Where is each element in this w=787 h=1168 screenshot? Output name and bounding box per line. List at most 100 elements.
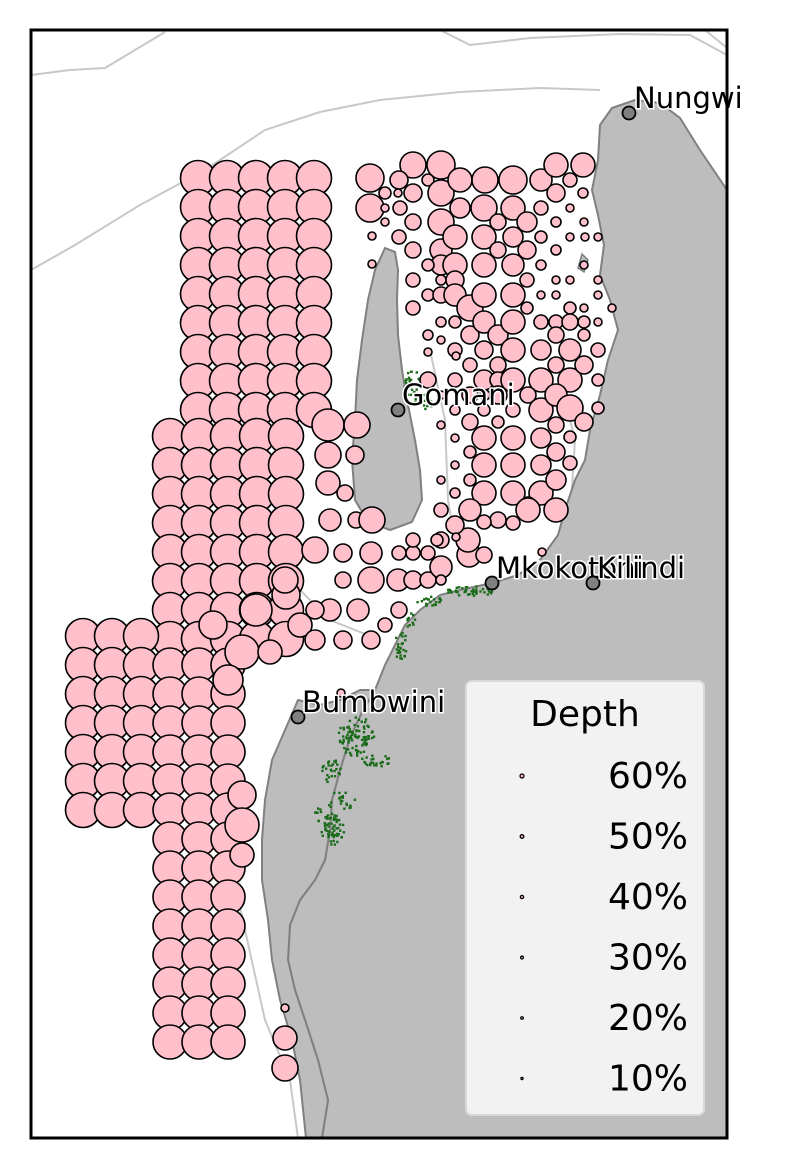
depth-bubble (533, 200, 549, 216)
depth-bubble (500, 367, 526, 393)
depth-bubble (530, 454, 552, 476)
seagrass-dot (356, 725, 360, 728)
seagrass-dot (410, 612, 413, 615)
seagrass-dot (430, 405, 433, 408)
seagrass-dot (417, 393, 420, 396)
seagrass-dot (370, 731, 374, 734)
seagrass-dot (327, 833, 331, 837)
depth-bubble (426, 150, 456, 180)
depth-bubble (471, 425, 497, 451)
seagrass-dot (399, 650, 402, 654)
seagrass-dot (471, 592, 474, 596)
seagrass-dot (341, 796, 344, 799)
seagrass-dot (396, 651, 399, 654)
seagrass-dot (351, 731, 354, 735)
seagrass-dot (325, 817, 329, 820)
depth-bubble (534, 230, 548, 244)
depth-bubble (198, 610, 228, 640)
depth-bubble (471, 224, 497, 250)
seagrass-dot (329, 840, 333, 843)
seagrass-dot (327, 830, 330, 833)
depth-bubble (427, 179, 455, 207)
seagrass-dot (338, 739, 342, 742)
seagrass-dot (417, 377, 420, 380)
seagrass-dot (357, 735, 361, 738)
seagrass-dot (344, 751, 348, 754)
seagrass-dot (470, 590, 473, 593)
depth-bubble (501, 253, 525, 277)
seagrass-dot (333, 769, 336, 773)
seagrass-dot (348, 806, 351, 810)
seagrass-dot (414, 382, 418, 385)
seagrass-dot (336, 840, 339, 844)
depth-bubble (579, 303, 589, 313)
seagrass-dot (347, 725, 350, 728)
depth-bubble (239, 593, 273, 627)
seagrass-dot (364, 718, 368, 721)
legend-items: 60% 50% 40% 30% 20% 10% (519, 756, 688, 1100)
depth-bubble (593, 275, 603, 285)
seagrass-dot (356, 752, 359, 755)
seagrass-dot (362, 742, 366, 745)
seagrass-dot (362, 725, 366, 728)
seagrass-dot (429, 600, 432, 604)
seagrass-dot (333, 824, 336, 827)
seagrass-dot (324, 828, 327, 832)
seagrass-dot (334, 761, 337, 764)
seagrass-dot (342, 728, 345, 731)
depth-bubble (445, 515, 465, 535)
depth-bubble (447, 372, 463, 388)
depth-bubble (449, 197, 471, 219)
seagrass-dot (339, 802, 343, 805)
seagrass-dot (375, 762, 378, 765)
depth-bubble (489, 213, 507, 231)
seagrass-dot (415, 371, 418, 374)
legend-marker (519, 773, 525, 779)
seagrass-dot (354, 733, 357, 736)
seagrass-dot (347, 748, 350, 751)
seagrass-dot (405, 387, 409, 391)
seagrass-dot (422, 393, 425, 397)
seagrass-dot (329, 816, 332, 820)
depth-bubble (229, 842, 255, 868)
seagrass-dot (329, 805, 332, 809)
seagrass-dot (404, 380, 407, 383)
depth-bubble (491, 415, 505, 429)
depth-bubble (359, 541, 383, 565)
depth-bubble (533, 314, 549, 330)
depth-bubble (357, 566, 385, 594)
seagrass-dot (402, 648, 405, 652)
seagrass-dot (338, 797, 341, 800)
seagrass-dot (337, 819, 340, 822)
seagrass-dot (373, 764, 376, 767)
depth-bubble (519, 272, 535, 288)
seagrass-dot (414, 393, 417, 396)
depth-bubble (530, 427, 552, 449)
seagrass-dot (404, 650, 408, 653)
seagrass-dot (360, 720, 363, 723)
seagrass-dot (334, 834, 337, 837)
seagrass-dot (326, 780, 329, 784)
depth-bubble (224, 634, 260, 670)
seagrass-dot (405, 385, 408, 388)
depth-bubble (547, 356, 565, 374)
depth-bubble (528, 397, 554, 423)
seagrass-dot (449, 590, 453, 593)
depth-bubble (528, 480, 554, 506)
depth-bubble (470, 194, 498, 222)
depth-bubble (607, 303, 617, 313)
seagrass-dot (483, 591, 486, 594)
seagrass-dot (342, 831, 346, 834)
seagrass-dot (324, 816, 327, 819)
depth-bubble (422, 329, 434, 341)
seagrass-dot (344, 791, 347, 794)
depth-bubble (436, 420, 446, 430)
seagrass-dot (333, 814, 336, 817)
seagrass-dot (353, 735, 357, 738)
seagrass-dot (364, 762, 367, 765)
depth-bubble (577, 187, 589, 199)
depth-bubble (449, 404, 461, 416)
depth-bubble (336, 688, 346, 698)
depth-bubble (405, 300, 421, 316)
